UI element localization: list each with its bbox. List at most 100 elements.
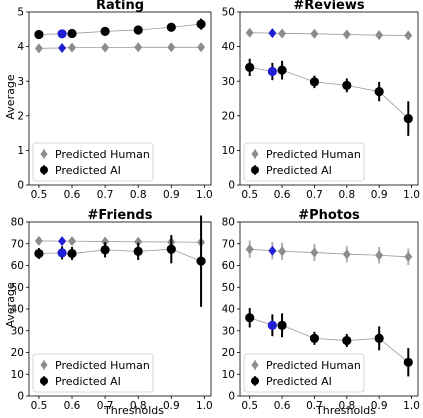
y-axis-label-bottom: Average <box>4 282 17 327</box>
data-point-human <box>167 42 176 53</box>
data-point-ai <box>403 113 413 124</box>
data-point-ai <box>245 62 255 72</box>
y-tick-label: 10 <box>222 369 235 381</box>
x-tick-label: 0.9 <box>163 189 180 201</box>
data-point-ai <box>133 246 143 256</box>
y-tick-label: 60 <box>222 260 235 272</box>
data-point-ai <box>166 244 176 254</box>
data-point-ai <box>57 248 67 258</box>
legend-label: Predicted AI <box>266 375 332 388</box>
y-tick-label: 80 <box>11 217 24 229</box>
y-tick-label: 10 <box>11 369 24 381</box>
legend-marker-ai <box>251 166 259 174</box>
y-tick-label: 20 <box>222 110 235 122</box>
x-tick-label: 0.9 <box>371 400 388 412</box>
x-tick-label: 0.5 <box>31 400 48 412</box>
data-point-ai <box>267 66 277 77</box>
y-tick-label: 70 <box>11 238 24 250</box>
data-point-human <box>310 247 319 258</box>
legend-label: Predicted AI <box>55 164 121 177</box>
y-tick-label: 40 <box>222 304 235 316</box>
y-tick-label: 30 <box>222 325 235 337</box>
data-point-ai <box>57 29 67 39</box>
y-tick-label: 3 <box>17 76 24 88</box>
data-point-ai <box>245 313 255 323</box>
data-point-ai <box>67 28 77 39</box>
legend-marker-human <box>40 360 48 370</box>
data-point-human <box>375 250 384 261</box>
data-point-ai <box>166 22 176 32</box>
data-point-ai <box>267 320 277 330</box>
legend-marker-ai <box>40 166 48 174</box>
legend-marker-human <box>251 149 259 159</box>
x-tick-label: 1.0 <box>196 189 213 201</box>
legend-box <box>243 353 365 393</box>
data-point-human <box>101 42 110 53</box>
data-point-human <box>101 236 110 247</box>
legend-box <box>243 142 365 182</box>
legend-box <box>32 142 154 182</box>
data-point-ai <box>34 29 44 40</box>
data-point-human <box>268 245 277 256</box>
legend-label: Predicted AI <box>55 375 121 388</box>
y-tick-label: 5 <box>17 7 24 19</box>
y-tick-label: 20 <box>11 347 24 359</box>
legend-label: Predicted Human <box>266 148 361 161</box>
legend-marker-ai <box>251 377 259 385</box>
y-tick-label: 1 <box>17 145 24 157</box>
data-point-ai <box>342 335 352 346</box>
x-tick-label: 0.7 <box>306 400 323 412</box>
panel-title: #Friends <box>88 208 153 223</box>
x-axis-label-right: Thresholds <box>315 404 376 417</box>
legend-label: Predicted AI <box>266 164 332 177</box>
data-point-ai <box>100 26 110 36</box>
y-tick-label: 2 <box>17 110 24 122</box>
data-point-human <box>278 246 287 257</box>
y-tick-label: 10 <box>222 145 235 157</box>
legend-label: Predicted Human <box>55 148 150 161</box>
data-point-human <box>375 30 384 41</box>
data-point-ai <box>374 86 384 97</box>
x-tick-label: 0.6 <box>274 189 291 201</box>
data-point-ai <box>403 357 413 367</box>
x-tick-label: 1.0 <box>403 189 420 201</box>
data-point-ai <box>277 320 287 330</box>
x-tick-label: 1.0 <box>403 400 420 412</box>
data-point-ai <box>342 80 352 90</box>
x-tick-label: 0.7 <box>97 400 114 412</box>
data-point-human <box>134 236 143 247</box>
data-point-ai <box>374 333 384 343</box>
y-tick-label: 30 <box>11 325 24 337</box>
y-tick-label: 0 <box>228 391 235 403</box>
data-point-human <box>58 42 67 53</box>
data-point-human <box>34 235 43 246</box>
x-axis-label-left: Thresholds <box>103 404 164 417</box>
data-point-ai <box>277 65 287 75</box>
data-point-ai <box>309 77 320 87</box>
x-tick-label: 0.7 <box>97 189 114 201</box>
data-point-ai <box>196 19 206 29</box>
plot-frame <box>239 11 419 186</box>
data-point-human <box>404 251 413 262</box>
y-axis-label-top: Average <box>4 74 17 119</box>
x-tick-label: 0.8 <box>338 189 355 201</box>
data-point-human <box>134 42 143 53</box>
data-point-human <box>68 236 77 247</box>
data-point-human <box>342 29 351 40</box>
y-tick-label: 30 <box>222 76 235 88</box>
x-tick-label: 1.0 <box>196 400 213 412</box>
chart-panel-1: Rating 0 1 2 3 4 5 0.5 0.6 0.7 0.8 0.9 1.0 Predicted … <box>17 0 212 201</box>
data-point-human <box>58 236 67 247</box>
x-tick-label: 0.9 <box>371 189 388 201</box>
panel-title: #Photos <box>298 208 360 223</box>
data-point-human <box>34 43 43 54</box>
data-point-human <box>245 27 254 38</box>
y-tick-label: 60 <box>11 260 24 272</box>
x-tick-label: 0.5 <box>241 400 258 412</box>
data-point-human <box>342 249 351 260</box>
data-point-human <box>310 28 319 39</box>
x-tick-label: 0.5 <box>241 189 258 201</box>
panel-title: Rating <box>96 0 144 13</box>
data-point-human <box>245 244 254 255</box>
data-point-human <box>404 30 413 41</box>
